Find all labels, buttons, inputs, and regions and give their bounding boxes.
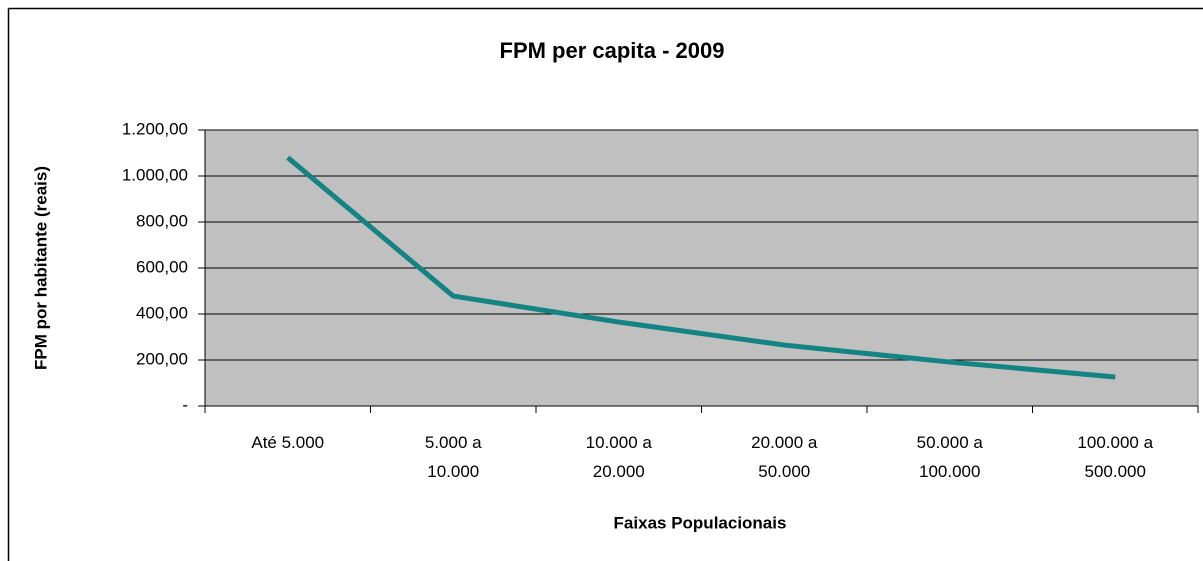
x-axis-title: Faixas Populacionais — [614, 513, 787, 532]
y-tick-label: 600,00 — [136, 257, 188, 276]
chart-title: FPM per capita - 2009 — [500, 38, 725, 63]
x-tick-label: 10.000 a 20.000 — [585, 433, 652, 481]
line-series — [286, 155, 1116, 380]
x-tick-label: 50.000 a 100.000 — [916, 433, 983, 481]
x-tick-label: 20.000 a 50.000 — [751, 433, 818, 481]
y-tick-label: 200,00 — [136, 349, 188, 368]
y-tick-label: 1.000,00 — [122, 165, 188, 184]
x-tick-label: Até 5.000 — [251, 433, 325, 452]
x-tick-label: 100.000 a 500.000 — [1077, 433, 1154, 481]
x-tick-label: 5.000 a 10.000 — [424, 433, 482, 481]
y-tick-label: 1.200,00 — [122, 119, 188, 138]
y-tick-label: 800,00 — [136, 211, 188, 230]
y-axis-title: FPM por habitante (reais) — [31, 166, 50, 370]
y-tick-label: - — [182, 395, 188, 414]
y-tick-label: 400,00 — [136, 303, 188, 322]
